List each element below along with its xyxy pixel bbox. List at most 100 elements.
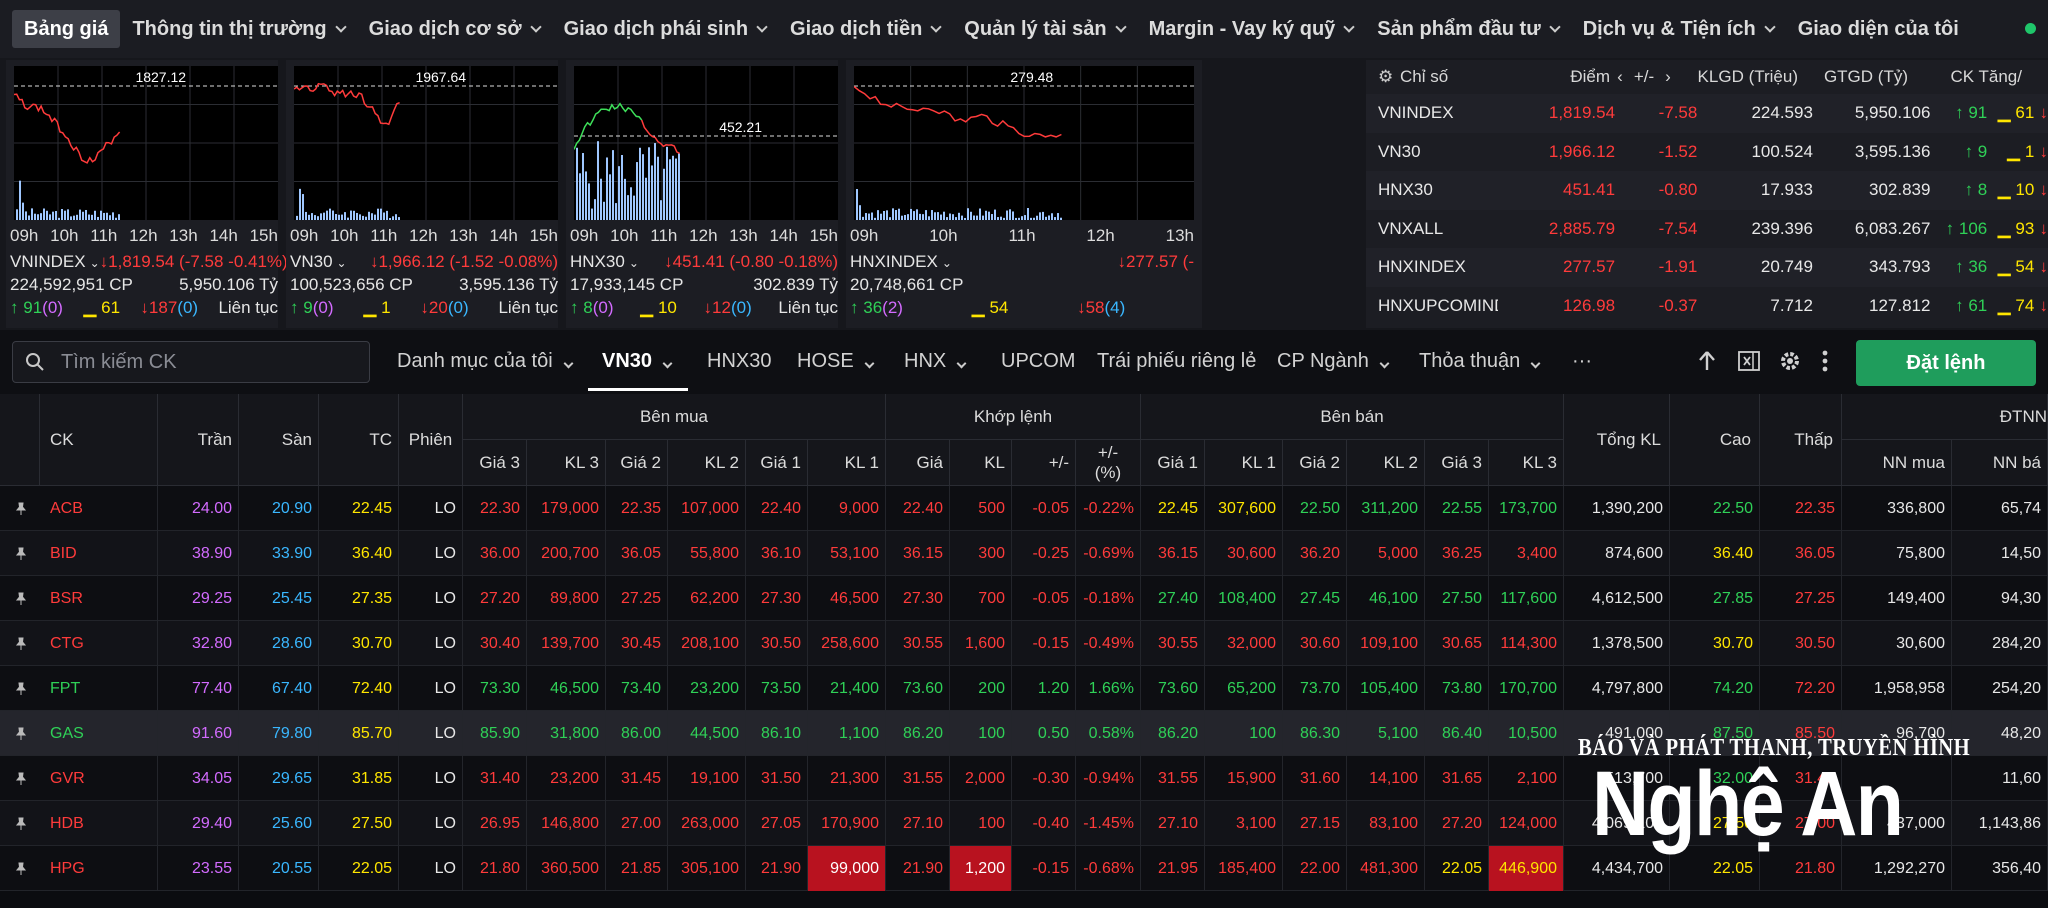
- pin-icon[interactable]: [14, 727, 28, 741]
- nav-item-6[interactable]: Margin - Vay ký quỹ: [1137, 10, 1366, 48]
- nav-item-4[interactable]: Giao dịch tiền: [778, 10, 952, 48]
- table-row[interactable]: [0, 801, 2048, 846]
- nav-item-1[interactable]: Thông tin thị trường: [120, 10, 356, 48]
- tab-6[interactable]: Trái phiếu riêng lẻ: [1097, 350, 1256, 373]
- nav-item-9[interactable]: Giao diện của tôi: [1786, 10, 1971, 48]
- pin-icon[interactable]: [14, 772, 28, 786]
- cell-s3: 22.05: [1425, 846, 1489, 891]
- nav-item-7[interactable]: Sản phẩm đầu tư: [1365, 10, 1570, 48]
- table-row[interactable]: [0, 576, 2048, 621]
- index-row[interactable]: VNINDEX 1,819.54 -7.58 224.593 5,950.106 ↑ 91…: [1366, 94, 2048, 133]
- cell-r: 31.85: [319, 756, 399, 801]
- index-row[interactable]: VN30 1,966.12 -1.52 100.524 3,595.136 ↑ 9 ▁ 1 ↓: [1366, 133, 2048, 172]
- nav-item-0[interactable]: Bảng giá: [12, 10, 121, 48]
- tab-7[interactable]: CP Ngành: [1277, 350, 1390, 373]
- arrow-up-icon: ↑: [1955, 257, 1969, 277]
- session-status: Liên tục: [218, 298, 278, 317]
- index-change: ↓277.57 (-: [1117, 252, 1194, 272]
- table-row[interactable]: [0, 666, 2048, 711]
- tab-8[interactable]: Thỏa thuận: [1419, 350, 1541, 373]
- cell-ch: -0.05: [1012, 486, 1076, 531]
- tab-3[interactable]: HOSE: [797, 350, 875, 373]
- chevron-left-icon[interactable]: ‹: [1617, 67, 1623, 86]
- index-name[interactable]: HNXINDEX ⌄: [850, 252, 952, 272]
- more-tabs-button[interactable]: ···: [1572, 350, 1592, 372]
- pin-icon[interactable]: [14, 682, 28, 696]
- cell-ck[interactable]: FPT: [40, 666, 158, 711]
- cell-bv3: 31,800: [527, 711, 606, 756]
- tab-1[interactable]: VN30: [602, 350, 673, 373]
- cell-ck[interactable]: ACB: [40, 486, 158, 531]
- flat-bar-icon: ▁: [1997, 218, 2016, 238]
- nav-item-8[interactable]: Dịch vụ & Tiện ích: [1571, 10, 1786, 48]
- pin-icon[interactable]: [14, 862, 28, 876]
- pin-icon[interactable]: [14, 547, 28, 561]
- table-row[interactable]: [0, 846, 2048, 891]
- cell-s: LO: [399, 711, 463, 756]
- tab-4[interactable]: HNX: [904, 350, 967, 373]
- cell-sv1: 100: [1205, 711, 1283, 756]
- pin-icon[interactable]: [14, 502, 28, 516]
- nav-item-3[interactable]: Giao dịch phái sinh: [552, 10, 778, 48]
- nav-item-label: Giao dịch phái sinh: [563, 17, 749, 40]
- cell-pct: -0.69%: [1076, 531, 1141, 576]
- search-box[interactable]: Tìm kiếm CK: [12, 341, 370, 383]
- floor-count: (4): [1104, 298, 1126, 317]
- mini-chart-hnx30[interactable]: 452.21 09h 10h 11h 12h 13h 14h 15h HNX30 ⌄ ↓451.41…: [566, 60, 838, 328]
- chart-summary-row: VNINDEX ⌄ ↓1,819.54 (-7.58 -0.41%): [10, 252, 288, 272]
- table-row[interactable]: [0, 531, 2048, 576]
- mini-chart-hnxindex[interactable]: 279.48 09h 10h 11h 12h 13h HNXINDEX ⌄ ↓277.57 (-…: [846, 60, 1202, 328]
- index-row[interactable]: VNXALL 2,885.79 -7.54 239.396 6,083.267 ↑ 106…: [1366, 210, 2048, 249]
- index-row[interactable]: HNXINDEX 277.57 -1.91 20.749 343.793 ↑ 36 ▁ 54…: [1366, 248, 2048, 287]
- index-name[interactable]: VN30 ⌄: [290, 252, 347, 272]
- tab-5[interactable]: UPCOM: [1001, 350, 1075, 373]
- chart-summary-row: HNX30 ⌄ ↓451.41 (-0.80 -0.18%): [570, 252, 838, 272]
- col-match-3-label: +/- (%): [1094, 442, 1122, 482]
- nav-item-label: Dịch vụ & Tiện ích: [1582, 17, 1756, 40]
- time-tick: 09h: [10, 226, 39, 245]
- cell-ck[interactable]: HPG: [40, 846, 158, 891]
- table-row[interactable]: [0, 621, 2048, 666]
- pin-icon[interactable]: [14, 637, 28, 651]
- index-row-name: VN30: [1378, 141, 1421, 161]
- mini-chart-vn30[interactable]: 1967.64 09h 10h 11h 12h 13h 14h 15h VN30 ⌄ ↓1,966.…: [286, 60, 558, 328]
- index-row[interactable]: HNX30 451.41 -0.80 17.933 302.839 ↑ 8 ▁ 10 ↓: [1366, 171, 2048, 210]
- pin-icon[interactable]: [14, 592, 28, 606]
- index-row-flat-count: 61: [2015, 103, 2035, 123]
- pin-icon[interactable]: [14, 817, 28, 831]
- nav-item-5[interactable]: Quản lý tài sản: [952, 10, 1136, 48]
- cell-ck[interactable]: BSR: [40, 576, 158, 621]
- sort-up-icon[interactable]: [1697, 350, 1717, 372]
- settings-gear-icon[interactable]: [1778, 349, 1802, 373]
- cell-b2: 73.40: [606, 666, 668, 711]
- cell-sv2: 105,400: [1347, 666, 1425, 711]
- gear-icon[interactable]: ⚙: [1378, 67, 1394, 86]
- cell-b2: 22.35: [606, 486, 668, 531]
- table-row[interactable]: [0, 711, 2048, 756]
- index-name[interactable]: HNX30 ⌄: [570, 252, 639, 272]
- nav-item-label: Margin - Vay ký quỹ: [1148, 17, 1336, 40]
- table-row[interactable]: [0, 756, 2048, 801]
- table-row[interactable]: [0, 486, 2048, 531]
- mini-chart-vnindex[interactable]: 1827.12 09h 10h 11h 12h 13h 14h 15h VNINDEX ⌄ ↓1,8…: [6, 60, 288, 328]
- group-sell-label: Bên bán: [1320, 406, 1384, 426]
- cell-hi: 74.20: [1670, 666, 1760, 711]
- cell-tot: 1,378,500: [1564, 621, 1670, 666]
- cell-ck[interactable]: CTG: [40, 621, 158, 666]
- cell-ck[interactable]: GAS: [40, 711, 158, 756]
- chevron-right-icon[interactable]: ›: [1665, 67, 1671, 86]
- nav-item-2[interactable]: Giao dịch cơ sở: [357, 10, 552, 48]
- place-order-button[interactable]: Đặt lệnh: [1856, 340, 2036, 386]
- cell-ck[interactable]: BID: [40, 531, 158, 576]
- cell-ck[interactable]: GVR: [40, 756, 158, 801]
- tab-0[interactable]: Danh mục của tôi: [397, 350, 574, 373]
- index-row-value: 127.812: [1869, 295, 1931, 315]
- cell-nnb: 1,292,270: [1842, 846, 1952, 891]
- cell-ck[interactable]: HDB: [40, 801, 158, 846]
- kebab-menu-icon[interactable]: [1822, 350, 1828, 372]
- excel-export-icon[interactable]: [1737, 349, 1761, 373]
- nav-item-label: Giao diện của tôi: [1797, 17, 1959, 40]
- index-name[interactable]: VNINDEX ⌄: [10, 252, 100, 272]
- tab-2[interactable]: HNX30: [707, 350, 771, 373]
